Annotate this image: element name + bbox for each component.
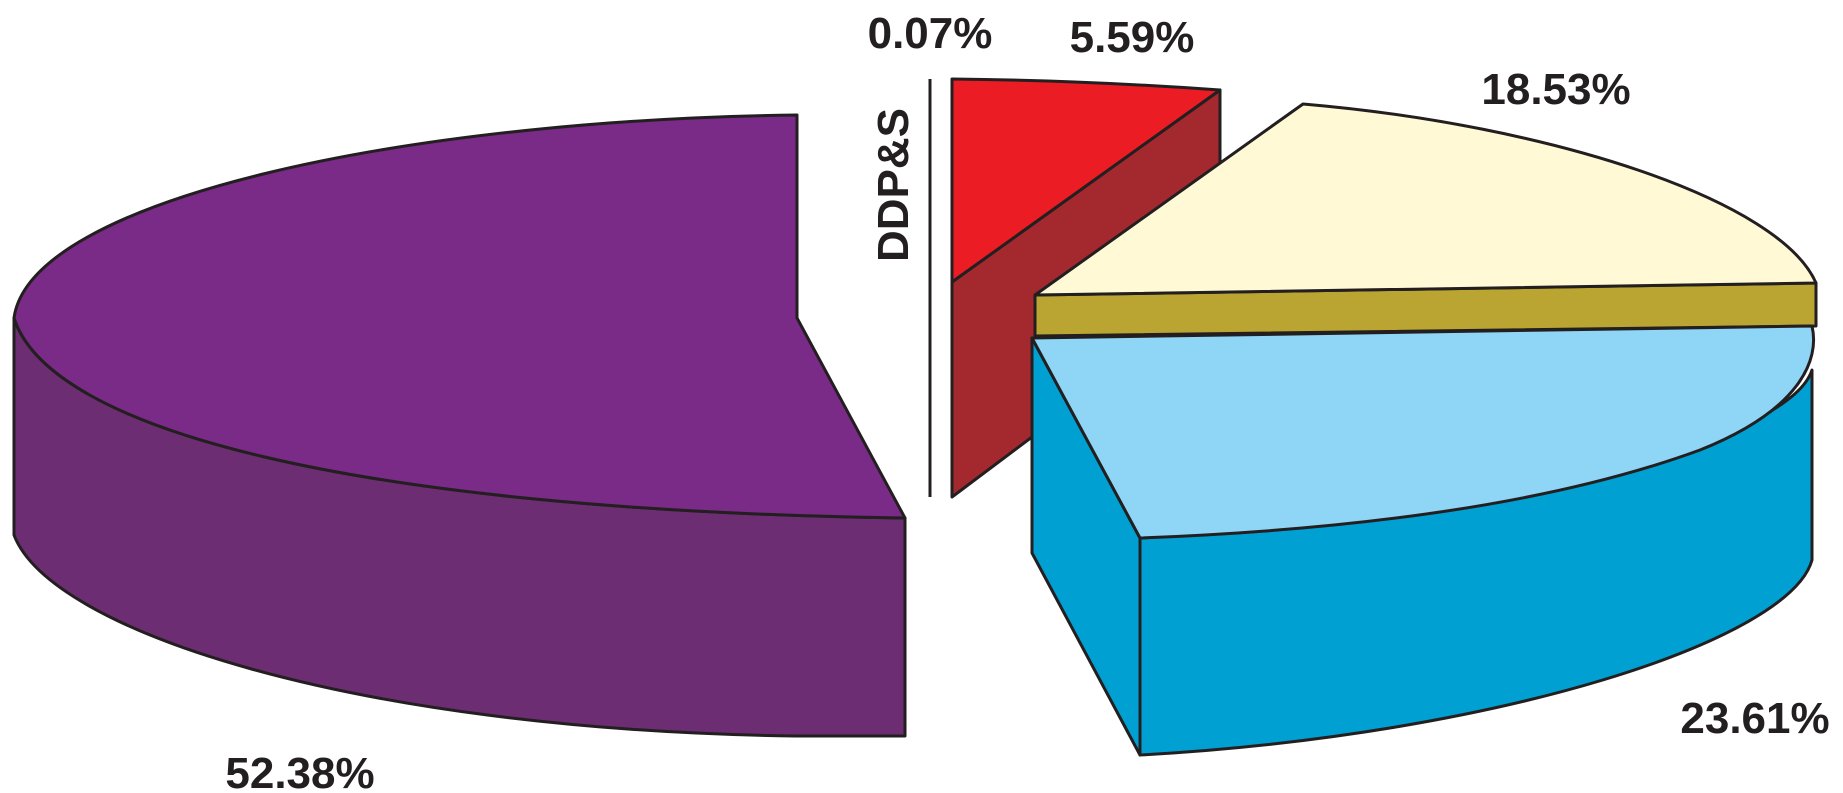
slice-label: 18.53% xyxy=(1481,65,1630,114)
slice-top xyxy=(950,77,1222,284)
slice-label: 0.07% xyxy=(868,9,993,58)
slice-label: 23.61% xyxy=(1680,694,1829,743)
slice-top xyxy=(12,113,907,520)
slice-top xyxy=(1033,102,1818,297)
slice-label: 52.38% xyxy=(225,749,374,793)
annotation-ddps: DDP&S xyxy=(869,108,918,262)
slice-top xyxy=(1030,324,1816,540)
slice-label: 5.59% xyxy=(1070,13,1195,62)
